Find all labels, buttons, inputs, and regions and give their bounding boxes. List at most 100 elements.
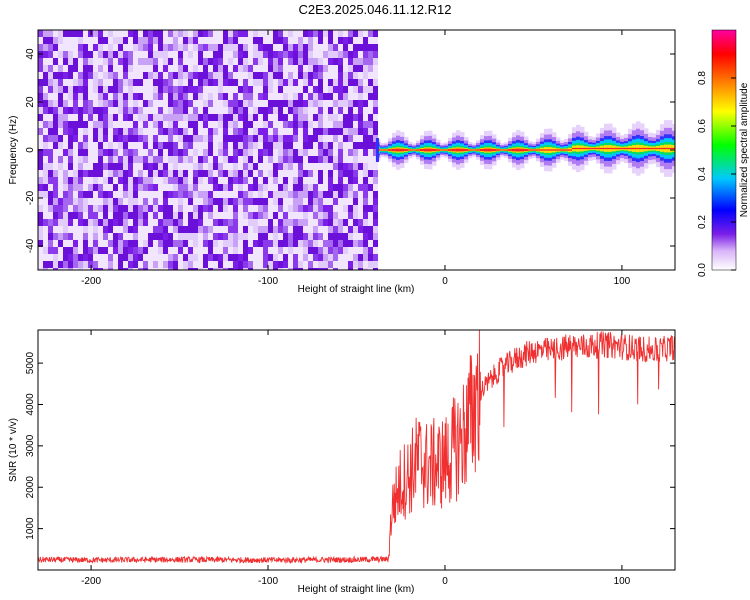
heatmap-cell [293,170,298,177]
heatmap-cell [203,247,208,254]
heatmap-cell [38,240,43,247]
heatmap-cell [283,79,288,86]
heatmap-cell [178,121,183,128]
heatmap-cell [263,44,268,51]
heatmap-cell [43,212,48,219]
heatmap-cell [123,86,128,93]
heatmap-cell [208,205,213,212]
heatmap-cell [38,205,43,212]
heatmap-cell [293,58,298,65]
heatmap-cell [83,51,88,58]
heatmap-cell [313,93,318,100]
heatmap-cell [53,268,58,270]
heatmap-cell [208,37,213,44]
heatmap-cell [268,198,273,205]
heatmap-cell [143,184,148,191]
heatmap-cell [373,163,378,170]
heatmap-cell [193,240,198,247]
heatmap-cell [273,226,278,233]
heatmap-cell [318,254,323,261]
heatmap-cell [123,212,128,219]
heatmap-cell [298,261,303,268]
heatmap-cell [253,58,258,65]
heatmap-cell [273,65,278,72]
heatmap-cell [198,142,203,149]
heatmap-cell [298,107,303,114]
heatmap-cell [223,226,228,233]
heatmap-cell [213,268,218,270]
heatmap-cell [273,107,278,114]
heatmap-cell [108,30,113,37]
heatmap-cell [58,261,63,268]
heatmap-cell [328,65,333,72]
heatmap-cell [338,121,343,128]
heatmap-cell [158,51,163,58]
heatmap-cell [368,128,373,135]
heatmap-cell [178,240,183,247]
heatmap-cell [183,107,188,114]
heatmap-cell [323,86,328,93]
heatmap-cell [368,30,373,37]
x-tick-label: -100 [258,576,278,587]
heatmap-cell [338,51,343,58]
heatmap-cell [103,86,108,93]
heatmap-cell [368,86,373,93]
heatmap-band-cell [551,149,557,151]
heatmap-cell [128,79,133,86]
heatmap-cell [283,44,288,51]
heatmap-cell [198,107,203,114]
heatmap-cell [108,72,113,79]
heatmap-cell [63,65,68,72]
heatmap-cell [168,135,173,142]
heatmap-cell [288,37,293,44]
heatmap-cell [278,233,283,240]
heatmap-cell [173,72,178,79]
heatmap-cell [363,121,368,128]
heatmap-cell [163,65,168,72]
heatmap-band-cell [531,149,537,151]
heatmap-cell [253,198,258,205]
heatmap-cell [128,65,133,72]
heatmap-cell [248,163,253,170]
heatmap-band-cell [671,147,675,150]
heatmap-cell [48,128,53,135]
heatmap-cell [93,156,98,163]
heatmap-cell [213,261,218,268]
heatmap-cell [368,254,373,261]
heatmap-cell [318,212,323,219]
heatmap-cell [293,268,298,270]
heatmap-cell [333,72,338,79]
heatmap-cell [53,100,58,107]
heatmap-cell [128,205,133,212]
heatmap-cell [243,212,248,219]
heatmap-cell [73,205,78,212]
heatmap-cell [228,51,233,58]
heatmap-cell [243,219,248,226]
heatmap-cell [173,240,178,247]
heatmap-cell [133,107,138,114]
heatmap-cell [108,121,113,128]
heatmap-cell [48,58,53,65]
heatmap-cell [73,261,78,268]
heatmap-cell [123,37,128,44]
heatmap-cell [133,240,138,247]
heatmap-cell [268,44,273,51]
heatmap-cell [348,142,353,149]
heatmap-cell [168,107,173,114]
heatmap-cell [133,30,138,37]
heatmap-cell [178,149,183,156]
heatmap-cell [248,121,253,128]
heatmap-cell [253,205,258,212]
heatmap-cell [233,72,238,79]
heatmap-cell [148,79,153,86]
heatmap-cell [103,58,108,65]
heatmap-cell [233,261,238,268]
heatmap-cell [113,65,118,72]
heatmap-cell [218,114,223,121]
heatmap-cell [63,72,68,79]
heatmap-cell [63,233,68,240]
heatmap-band-cell [575,147,581,150]
heatmap-cell [53,247,58,254]
heatmap-cell [223,100,228,107]
heatmap-cell [233,170,238,177]
